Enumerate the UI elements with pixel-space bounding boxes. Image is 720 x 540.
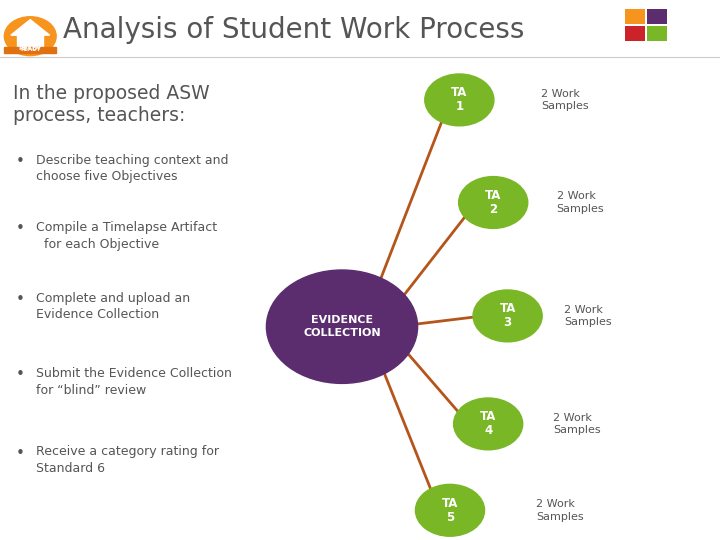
Circle shape [415, 484, 485, 536]
Text: TA
3: TA 3 [500, 302, 516, 329]
Text: TA
4: TA 4 [480, 410, 496, 437]
Circle shape [473, 290, 542, 342]
Text: TA
1: TA 1 [451, 86, 467, 113]
Circle shape [4, 17, 56, 56]
Bar [17, 35, 43, 47]
Text: Submit the Evidence Collection
for “blind” review: Submit the Evidence Collection for “blin… [36, 367, 232, 397]
Bar [647, 9, 667, 24]
Text: •: • [16, 221, 24, 237]
Text: 2 Work
Samples: 2 Work Samples [553, 413, 600, 435]
Circle shape [454, 398, 523, 450]
Text: READY: READY [20, 48, 40, 52]
Text: TA
2: TA 2 [485, 189, 501, 216]
Text: Analysis of Student Work Process: Analysis of Student Work Process [63, 16, 525, 44]
Bar [625, 26, 645, 41]
Text: Complete and upload an
Evidence Collection: Complete and upload an Evidence Collecti… [36, 292, 190, 321]
Text: Receive a category rating for
Standard 6: Receive a category rating for Standard 6 [36, 446, 219, 475]
Text: Compile a Timelapse Artifact
  for each Objective: Compile a Timelapse Artifact for each Ob… [36, 221, 217, 251]
Text: 2 Work
Samples: 2 Work Samples [564, 305, 611, 327]
Text: Describe teaching context and
choose five Objectives: Describe teaching context and choose fiv… [36, 154, 228, 184]
Bar [4, 47, 56, 53]
Text: READY: READY [19, 46, 42, 51]
Circle shape [266, 270, 418, 383]
Bar [647, 26, 667, 41]
Text: TA
5: TA 5 [442, 497, 458, 524]
Text: •: • [16, 446, 24, 461]
Text: •: • [16, 292, 24, 307]
Text: 2 Work
Samples: 2 Work Samples [557, 191, 604, 214]
Text: EVIDENCE
COLLECTION: EVIDENCE COLLECTION [303, 315, 381, 338]
Circle shape [425, 74, 494, 126]
Text: •: • [16, 154, 24, 169]
Circle shape [459, 177, 528, 228]
Text: 2 Work
Samples: 2 Work Samples [536, 499, 584, 522]
Text: In the proposed ASW
process, teachers:: In the proposed ASW process, teachers: [13, 84, 210, 125]
Bar [625, 9, 645, 24]
Text: 2 Work
Samples: 2 Work Samples [541, 89, 589, 111]
Polygon shape [11, 19, 50, 35]
Text: •: • [16, 367, 24, 382]
Circle shape [24, 30, 36, 38]
